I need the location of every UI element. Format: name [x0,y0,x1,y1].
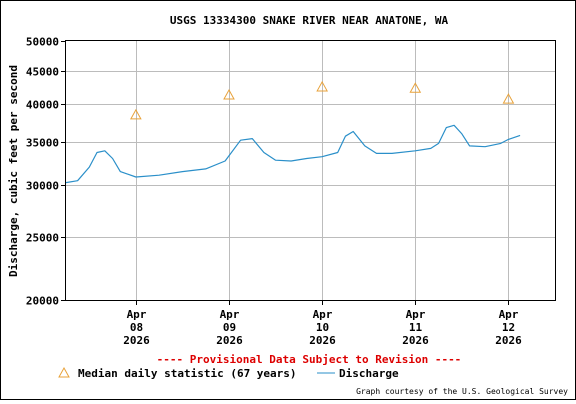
x-tick-label: 12 [502,321,515,334]
x-tick-label: Apr [220,308,240,321]
y-tick-label: 50000 [26,36,59,49]
y-tick-label: 45000 [26,66,59,79]
gridlines [66,41,555,300]
provisional-notice: ---- Provisional Data Subject to Revisio… [157,353,462,366]
median-marker [502,93,515,104]
y-tick-label: 40000 [26,99,59,112]
legend-median-symbol [58,366,70,378]
x-tick-label: Apr [313,308,333,321]
plot-area [65,40,556,301]
x-tick-label: 09 [223,321,236,334]
y-tick-label: 25000 [26,232,59,245]
x-tick-label: 08 [130,321,143,334]
median-marker [223,89,235,100]
x-tick-label: Apr [406,308,426,321]
y-tick-label: 30000 [26,180,59,193]
y-tick-label: 35000 [26,137,59,150]
x-tick-label: Apr [127,308,147,321]
legend: Median daily statistic (67 years) Discha… [58,366,399,380]
x-tick-label: 2026 [402,334,429,347]
x-tick-label: 2026 [216,334,243,347]
credit-text: Graph courtesy of the U.S. Geological Su… [356,387,568,396]
x-tick-label: Apr [499,308,519,321]
discharge-line [65,124,521,184]
y-tick-label: 20000 [26,295,59,308]
x-tick-label: 10 [316,321,329,334]
series-layer [65,80,521,184]
y-axis-ticks: 20000 25000 30000 35000 40000 45000 50000 [26,36,66,308]
chart-title: USGS 13334300 SNAKE RIVER NEAR ANATONE, … [170,14,449,27]
median-marker [409,82,422,93]
median-marker [316,80,328,92]
legend-median-label: Median daily statistic (67 years) [78,367,297,380]
x-tick-label: 2026 [495,334,522,347]
median-marker [130,108,142,120]
x-tick-label: 2026 [309,334,336,347]
x-tick-label: 11 [409,321,423,334]
x-tick-label: 2026 [123,334,150,347]
legend-discharge-label: Discharge [339,367,399,380]
y-axis-label: Discharge, cubic feet per second [7,65,20,277]
x-axis-ticks: Apr082026Apr092026Apr102026Apr112026Apr1… [123,300,522,347]
